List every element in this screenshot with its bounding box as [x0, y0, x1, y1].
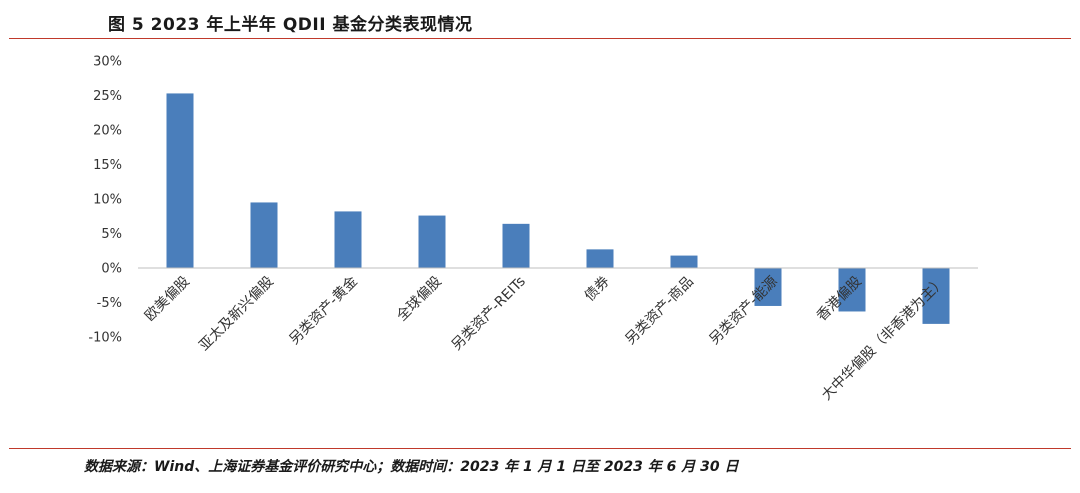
category-label: 另类资产-黄金 [286, 273, 361, 348]
category-label: 欧美偏股 [142, 274, 193, 325]
source-note: 数据来源：Wind、上海证券基金评价研究中心；数据时间：2023 年 1 月 1… [84, 459, 739, 475]
y-tick-label: -10% [88, 331, 122, 346]
y-tick-label: 20% [93, 124, 122, 139]
category-label: 全球偏股 [393, 273, 445, 325]
y-tick-label: 0% [101, 262, 122, 277]
category-label: 另类资产-能源 [707, 274, 781, 348]
category-label: 另类资产-REITs [449, 274, 529, 354]
category-label: 亚太及新兴偏股 [196, 274, 277, 355]
bar [838, 268, 866, 312]
bar [586, 249, 614, 268]
bar [334, 211, 362, 268]
category-label: 债券 [582, 274, 613, 305]
bar [250, 202, 278, 268]
figure-title: 图 5 2023 年上半年 QDII 基金分类表现情况 [108, 15, 473, 35]
category-label: 另类资产-商品 [623, 274, 697, 348]
bar [754, 268, 782, 306]
bar [670, 255, 698, 268]
bar [922, 268, 950, 324]
bottom-divider [9, 448, 1071, 449]
y-tick-label: 5% [101, 227, 122, 242]
y-tick-label: 15% [93, 158, 122, 173]
bar [418, 215, 446, 268]
bar [166, 93, 194, 269]
y-tick-label: -5% [97, 296, 122, 311]
y-tick-label: 25% [93, 89, 122, 104]
bar-chart: -10%-5%0%5%10%15%20%25%30%欧美偏股 亚太及新兴偏股 另类资… [88, 55, 978, 404]
y-tick-label: 10% [93, 193, 122, 208]
bar [502, 223, 530, 268]
top-divider [9, 38, 1071, 39]
y-tick-label: 30% [93, 55, 122, 70]
